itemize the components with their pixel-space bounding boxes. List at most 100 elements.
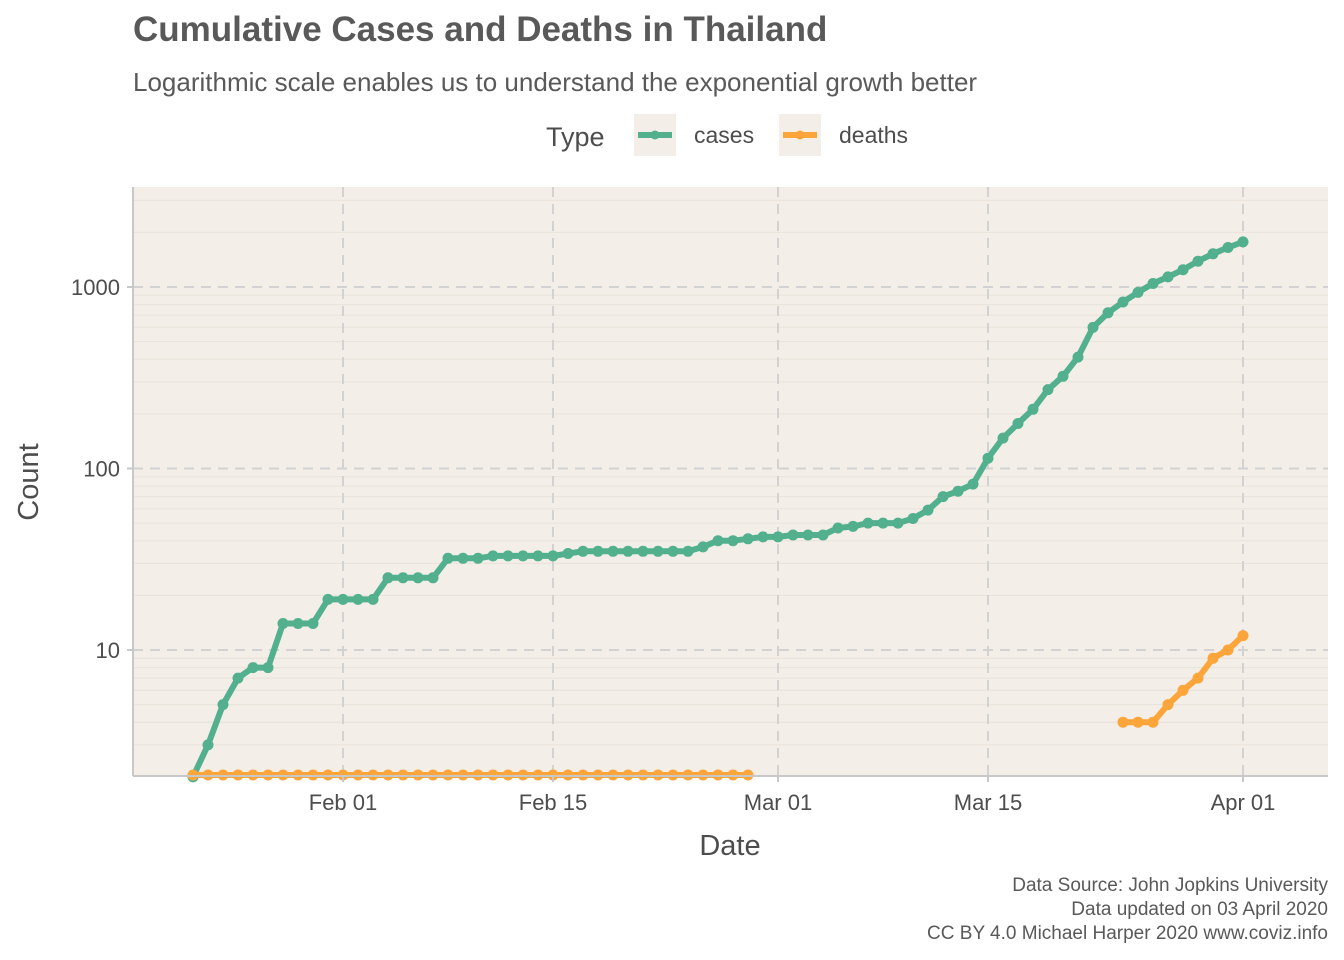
data-point-cases	[937, 491, 949, 503]
data-point-deaths	[1237, 630, 1249, 642]
data-point-cases	[1117, 296, 1129, 308]
y-tick-label: 10	[96, 638, 120, 663]
data-point-cases	[412, 572, 424, 584]
caption-updated: Data updated on 03 April 2020	[1071, 899, 1328, 920]
data-point-cases	[1177, 264, 1189, 276]
data-point-cases	[397, 572, 409, 584]
data-point-cases	[307, 618, 319, 629]
data-point-cases	[772, 531, 784, 543]
data-point-cases	[337, 593, 349, 605]
data-point-cases	[697, 541, 709, 553]
data-point-cases	[727, 535, 739, 547]
data-point-cases	[1147, 278, 1159, 289]
data-point-cases	[367, 593, 379, 605]
caption: Data Source: John Jopkins University Dat…	[927, 874, 1328, 946]
y-tick-label: 100	[83, 457, 120, 482]
x-tick-label: Apr 01	[1211, 790, 1276, 815]
data-point-cases	[742, 533, 754, 545]
data-point-cases	[247, 662, 259, 674]
legend-label-cases: cases	[694, 122, 754, 148]
data-point-cases	[277, 618, 289, 629]
caption-license: CC BY 4.0 Michael Harper 2020 www.coviz.…	[927, 923, 1328, 944]
data-point-cases	[802, 529, 814, 541]
data-point-cases	[352, 593, 364, 605]
data-point-cases	[547, 550, 559, 562]
data-point-cases	[1237, 236, 1249, 248]
x-tick-label: Mar 01	[744, 790, 812, 815]
data-point-cases	[922, 504, 934, 516]
data-point-cases	[1222, 242, 1234, 253]
legend-key-deaths-point	[795, 130, 805, 140]
data-point-cases	[982, 452, 994, 464]
data-point-cases	[877, 517, 889, 529]
data-point-cases	[952, 485, 964, 497]
legend-label-deaths: deaths	[839, 122, 908, 148]
data-point-deaths	[1132, 716, 1144, 728]
data-point-cases	[712, 535, 724, 547]
data-point-cases	[202, 739, 214, 751]
data-point-cases	[862, 517, 874, 529]
legend: Type cases deaths	[546, 114, 908, 156]
data-point-cases	[292, 618, 304, 629]
data-point-cases	[577, 545, 589, 557]
data-point-cases	[427, 572, 439, 584]
data-point-cases	[502, 550, 514, 562]
data-point-deaths	[1177, 684, 1189, 696]
y-axis-ticks: 10 100 1000	[71, 275, 133, 663]
caption-source: Data Source: John Jopkins University	[1012, 875, 1328, 896]
data-point-cases	[1072, 351, 1084, 363]
data-point-cases	[232, 672, 244, 684]
legend-key-cases-point	[650, 130, 660, 140]
x-tick-label: Mar 15	[954, 790, 1022, 815]
data-point-cases	[1132, 286, 1144, 298]
data-point-cases	[592, 545, 604, 557]
data-point-cases	[532, 550, 544, 562]
data-point-cases	[907, 513, 919, 524]
data-point-deaths	[1162, 699, 1174, 711]
chart-title: Cumulative Cases and Deaths in Thailand	[133, 10, 828, 49]
data-point-cases	[1192, 255, 1204, 267]
x-tick-label: Feb 15	[519, 790, 588, 815]
data-point-cases	[967, 478, 979, 490]
data-point-cases	[757, 531, 769, 543]
data-point-cases	[1012, 418, 1024, 429]
legend-title: Type	[546, 122, 605, 152]
data-point-cases	[442, 552, 454, 564]
data-point-cases	[622, 545, 634, 557]
data-point-cases	[667, 545, 679, 557]
y-axis-title: Count	[13, 443, 45, 520]
data-point-cases	[322, 593, 334, 605]
data-point-deaths	[1117, 716, 1129, 728]
data-point-cases	[562, 548, 574, 559]
data-point-cases	[787, 529, 799, 541]
data-point-cases	[607, 545, 619, 557]
x-tick-label: Feb 01	[309, 790, 378, 815]
plot-panel	[133, 187, 1328, 776]
data-point-cases	[487, 550, 499, 562]
data-point-deaths	[1207, 652, 1219, 664]
data-point-cases	[382, 572, 394, 584]
data-point-cases	[1162, 271, 1174, 283]
y-tick-label: 1000	[71, 275, 120, 300]
data-point-cases	[457, 552, 469, 564]
data-point-cases	[652, 545, 664, 557]
data-point-cases	[517, 550, 529, 562]
data-point-cases	[847, 520, 859, 532]
data-point-cases	[817, 529, 829, 541]
data-point-cases	[1027, 403, 1039, 415]
chart-subtitle: Logarithmic scale enables us to understa…	[133, 67, 978, 97]
data-point-cases	[217, 699, 229, 711]
data-point-cases	[262, 662, 274, 674]
data-point-deaths	[1222, 644, 1234, 656]
data-point-cases	[1042, 384, 1054, 396]
data-point-cases	[1207, 248, 1219, 260]
data-point-cases	[997, 432, 1009, 444]
major-grid	[133, 187, 1328, 776]
data-point-cases	[637, 545, 649, 557]
data-point-cases	[472, 552, 484, 564]
data-point-deaths	[1192, 672, 1204, 684]
data-point-cases	[892, 517, 904, 529]
x-axis-ticks: Feb 01 Feb 15 Mar 01 Mar 15 Apr 01	[309, 776, 1276, 815]
data-point-cases	[682, 545, 694, 557]
